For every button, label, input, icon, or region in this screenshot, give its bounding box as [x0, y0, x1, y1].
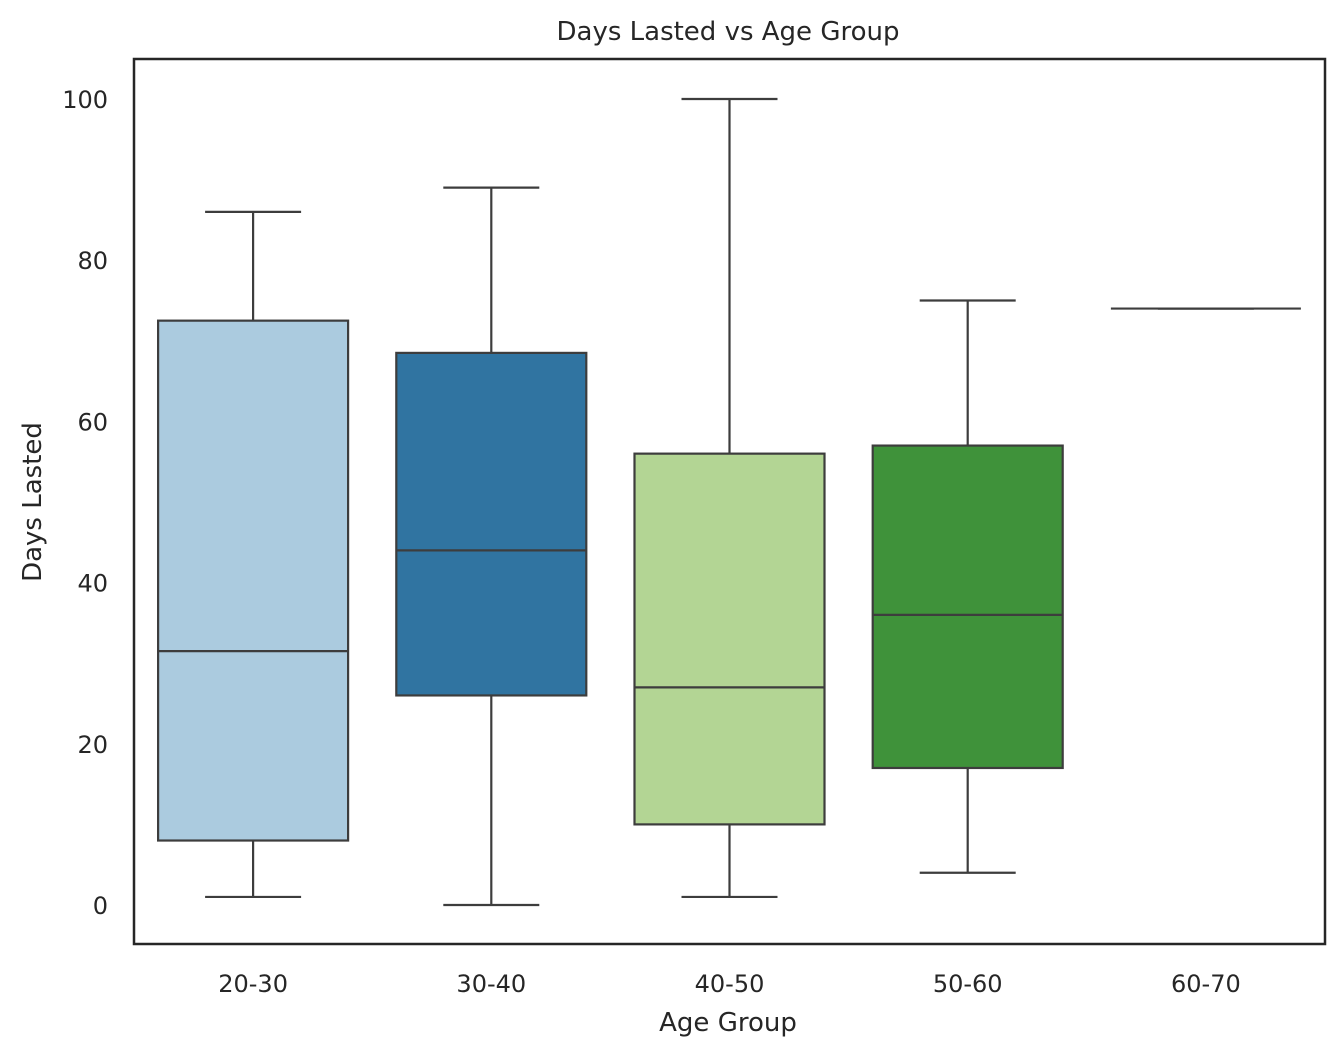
plot-area: [157, 97, 1301, 907]
y-tick-label: 20: [77, 731, 108, 759]
x-tick-label: 30-40: [456, 970, 526, 998]
x-axis-label: Age Group: [659, 1008, 797, 1038]
box-group-20-30: [157, 210, 350, 899]
box-group-40-50: [633, 97, 826, 899]
x-tick-label: 60-70: [1171, 970, 1241, 998]
y-axis-label: Days Lasted: [18, 422, 48, 582]
y-tick-label: 40: [77, 570, 108, 598]
y-axis-ticks: 0 20 40 60 80 100: [62, 86, 108, 920]
box-group-50-60: [871, 299, 1064, 874]
x-tick-label: 20-30: [218, 970, 288, 998]
y-tick-label: 0: [93, 892, 108, 920]
y-tick-label: 100: [62, 86, 108, 114]
box: [633, 452, 826, 826]
x-tick-label: 50-60: [933, 970, 1003, 998]
box: [157, 319, 350, 842]
x-tick-label: 40-50: [695, 970, 765, 998]
y-tick-label: 60: [77, 408, 108, 436]
plot-frame: [132, 57, 1327, 946]
y-tick-label: 80: [77, 247, 108, 275]
chart-title: Days Lasted vs Age Group: [557, 17, 900, 47]
box: [395, 351, 588, 697]
box-group-30-40: [395, 186, 588, 907]
box: [871, 444, 1064, 770]
x-axis-ticks: 20-30 30-40 40-50 50-60 60-70: [218, 970, 1241, 998]
